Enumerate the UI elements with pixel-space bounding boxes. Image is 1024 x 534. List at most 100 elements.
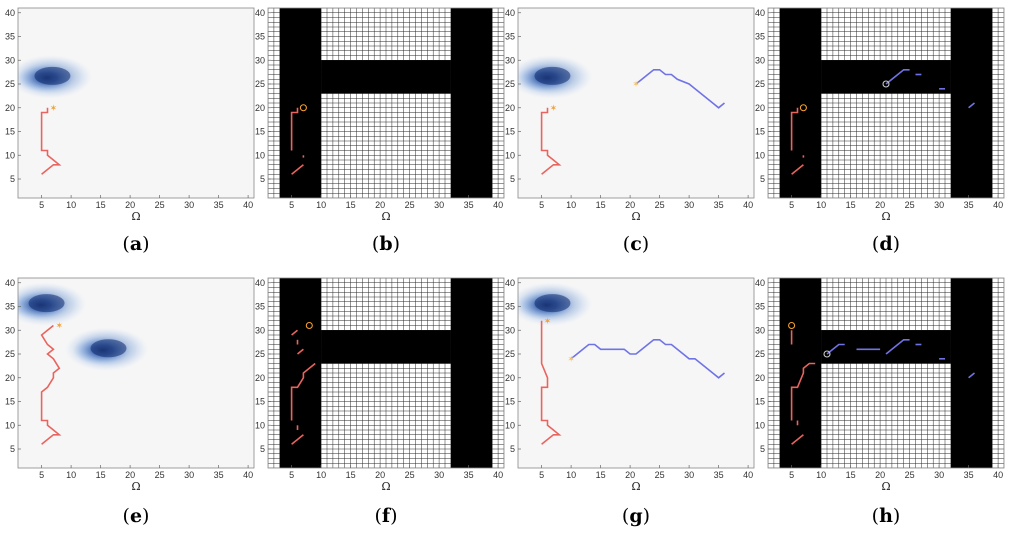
panel-caption-letter: c <box>630 233 642 255</box>
x-tick-label: 25 <box>905 470 915 480</box>
y-tick-label: 20 <box>505 373 515 383</box>
y-tick-label: 30 <box>505 325 515 335</box>
panel-caption: (d) <box>872 233 900 255</box>
x-tick-label: 40 <box>493 470 503 480</box>
panel-caption: (e) <box>123 505 150 527</box>
x-axis-label: Ω <box>881 210 890 223</box>
y-tick-label: 10 <box>755 150 765 160</box>
x-tick-label: 30 <box>934 200 944 210</box>
plot-area <box>268 8 504 198</box>
plot-frame <box>517 277 755 469</box>
x-tick-label: 5 <box>39 470 44 480</box>
obstacle <box>821 60 951 94</box>
y-tick-label: 30 <box>255 325 265 335</box>
panel-d: 5 5 10 10 15 15 20 20 25 25 30 30 35 35 40 40 Ω (d) <box>755 7 1005 255</box>
y-tick-label: 40 <box>5 8 15 18</box>
y-tick-label: 20 <box>255 103 265 113</box>
plot-frame <box>767 7 1005 199</box>
plot-area: ✶✶ <box>518 282 726 445</box>
y-tick-label: 25 <box>255 79 265 89</box>
x-tick-label: 40 <box>243 200 253 210</box>
red-start-marker: ✶ <box>544 317 552 327</box>
panel-caption-letter: f <box>382 505 392 527</box>
obstacle <box>450 8 493 198</box>
y-tick-label: 35 <box>255 302 265 312</box>
density-core <box>34 66 71 85</box>
x-axis-label: Ω <box>131 480 140 493</box>
y-tick-label: 10 <box>255 150 265 160</box>
x-tick-label: 30 <box>434 470 444 480</box>
x-axis-label: Ω <box>881 480 890 493</box>
x-tick-label: 30 <box>184 200 194 210</box>
y-tick-label: 15 <box>755 397 765 407</box>
red-start-marker <box>788 321 796 330</box>
obstacle <box>950 8 993 198</box>
x-tick-label: 30 <box>684 200 694 210</box>
obstacle <box>821 330 951 364</box>
panel-caption-letter: e <box>130 505 142 527</box>
x-tick-label: 15 <box>596 470 606 480</box>
x-tick-label: 20 <box>625 470 635 480</box>
y-tick-label: 30 <box>755 325 765 335</box>
plot-frame <box>267 7 505 199</box>
x-tick-label: 35 <box>464 200 474 210</box>
y-tick-label: 40 <box>505 8 515 18</box>
y-tick-label: 35 <box>505 32 515 42</box>
y-tick-label: 10 <box>755 420 765 430</box>
plot-frame <box>767 277 1005 469</box>
x-tick-label: 5 <box>539 470 544 480</box>
x-tick-label: 20 <box>875 470 885 480</box>
red-start-marker <box>799 104 807 112</box>
y-tick-label: 25 <box>255 349 265 359</box>
red-trajectory <box>40 324 62 445</box>
y-tick-label: 20 <box>755 103 765 113</box>
y-tick-label: 25 <box>755 349 765 359</box>
obstacle <box>950 278 993 468</box>
x-tick-label: 5 <box>289 470 294 480</box>
y-tick-label: 40 <box>755 278 765 288</box>
x-tick-label: 15 <box>596 200 606 210</box>
blue-trajectory-segment <box>826 343 845 355</box>
y-tick-label: 15 <box>255 127 265 137</box>
red-trajectory-segment <box>291 329 298 336</box>
x-tick-label: 10 <box>816 200 826 210</box>
x-tick-label: 20 <box>125 470 135 480</box>
y-tick-label: 5 <box>760 444 765 454</box>
x-tick-label: 15 <box>346 470 356 480</box>
plot-area: ✶ <box>18 54 93 175</box>
x-tick-label: 5 <box>39 200 44 210</box>
y-tick-label: 40 <box>5 278 15 288</box>
x-tick-label: 10 <box>66 470 76 480</box>
x-tick-label: 20 <box>125 200 135 210</box>
x-tick-label: 10 <box>66 200 76 210</box>
y-tick-label: 35 <box>5 302 15 312</box>
x-tick-label: 25 <box>655 200 665 210</box>
x-tick-label: 20 <box>375 470 385 480</box>
x-tick-label: 25 <box>155 200 165 210</box>
plot-area <box>768 278 1004 468</box>
x-tick-label: 35 <box>464 470 474 480</box>
y-tick-label: 15 <box>755 127 765 137</box>
y-tick-label: 30 <box>5 325 15 335</box>
x-axis-label: Ω <box>631 210 640 223</box>
x-axis-label: Ω <box>381 210 390 223</box>
plot-frame <box>267 277 505 469</box>
x-tick-label: 40 <box>743 200 753 210</box>
y-tick-label: 25 <box>505 79 515 89</box>
red-trajectory-segment <box>791 434 804 445</box>
y-tick-label: 10 <box>505 150 515 160</box>
y-tick-label: 20 <box>505 103 515 113</box>
x-tick-label: 5 <box>539 200 544 210</box>
panel-caption-letter: g <box>629 505 642 527</box>
y-tick-label: 15 <box>5 397 15 407</box>
x-tick-label: 30 <box>184 470 194 480</box>
x-tick-label: 5 <box>789 470 794 480</box>
panel-caption: (c) <box>623 233 649 255</box>
red-start-marker <box>299 104 307 112</box>
x-tick-label: 15 <box>96 200 106 210</box>
x-tick-label: 20 <box>875 200 885 210</box>
red-trajectory <box>40 107 62 175</box>
panel-e: ✶ 5 5 10 10 15 15 20 20 25 25 30 30 35 35 40 40 Ω (e) <box>5 277 255 527</box>
y-tick-label: 20 <box>755 373 765 383</box>
